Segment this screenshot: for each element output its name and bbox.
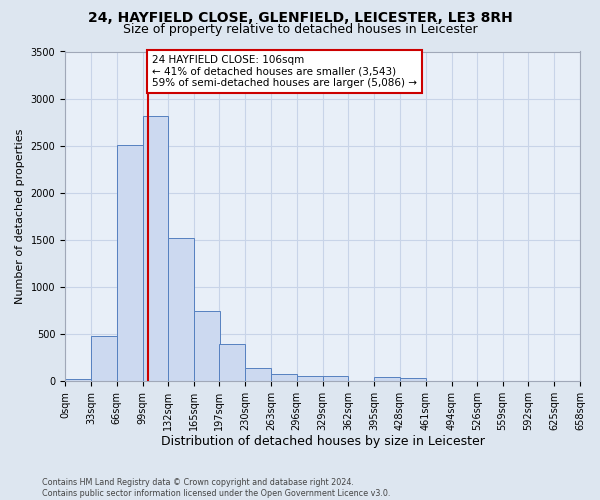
Bar: [271, 374, 296, 381]
Bar: [194, 310, 220, 381]
Bar: [400, 378, 426, 381]
Bar: [116, 145, 143, 381]
Bar: [323, 376, 349, 381]
Text: 24 HAYFIELD CLOSE: 106sqm
← 41% of detached houses are smaller (3,543)
59% of se: 24 HAYFIELD CLOSE: 106sqm ← 41% of detac…: [152, 55, 417, 88]
Bar: [245, 368, 271, 381]
Y-axis label: Number of detached properties: Number of detached properties: [15, 128, 25, 304]
Text: Size of property relative to detached houses in Leicester: Size of property relative to detached ho…: [122, 22, 478, 36]
Bar: [143, 116, 169, 381]
Bar: [296, 376, 323, 381]
Bar: [219, 344, 245, 381]
Text: Contains HM Land Registry data © Crown copyright and database right 2024.
Contai: Contains HM Land Registry data © Crown c…: [42, 478, 391, 498]
Bar: [65, 380, 91, 381]
Bar: [374, 378, 400, 381]
X-axis label: Distribution of detached houses by size in Leicester: Distribution of detached houses by size …: [161, 434, 484, 448]
Bar: [169, 238, 194, 381]
Bar: [91, 336, 116, 381]
Text: 24, HAYFIELD CLOSE, GLENFIELD, LEICESTER, LE3 8RH: 24, HAYFIELD CLOSE, GLENFIELD, LEICESTER…: [88, 11, 512, 25]
